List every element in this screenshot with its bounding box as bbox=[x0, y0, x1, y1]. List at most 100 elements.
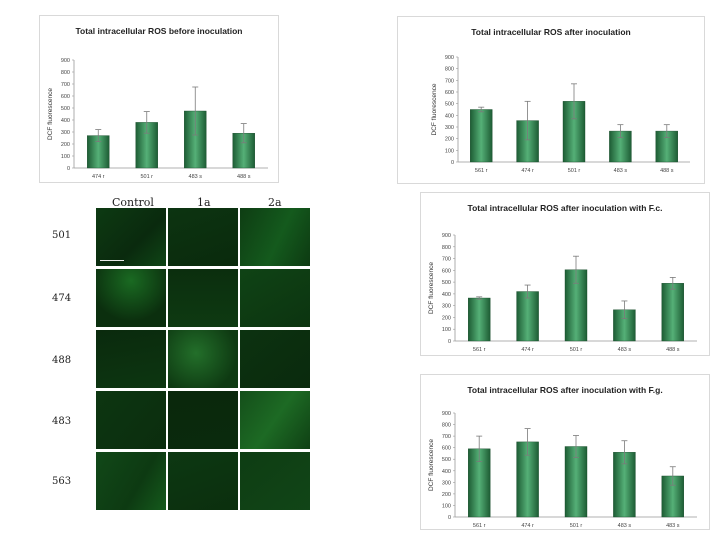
y-tick-label: 900 bbox=[442, 411, 451, 417]
x-tick-label: 501 r bbox=[140, 174, 153, 180]
row-label-483: 483 bbox=[52, 416, 72, 427]
x-tick-label: 474 r bbox=[521, 523, 534, 529]
y-tick-label: 300 bbox=[442, 304, 451, 310]
y-tick-label: 800 bbox=[442, 423, 451, 429]
y-tick-label: 100 bbox=[442, 327, 451, 333]
row-label-488: 488 bbox=[52, 355, 72, 366]
y-tick-label: 600 bbox=[442, 268, 451, 274]
y-tick-label: 700 bbox=[445, 78, 454, 84]
y-tick-label: 400 bbox=[61, 118, 70, 124]
y-tick-label: 200 bbox=[445, 137, 454, 143]
chart-svg: Total intracellular ROS after inoculatio… bbox=[431, 27, 690, 174]
micrograph-tile bbox=[240, 269, 310, 327]
micrograph-panel: Control 1a 2a 501 474 488 483 563 bbox=[52, 196, 312, 511]
y-tick-label: 300 bbox=[61, 130, 70, 136]
bar bbox=[661, 283, 685, 342]
y-tick-label: 200 bbox=[61, 142, 70, 148]
micrograph-tile bbox=[96, 391, 166, 449]
x-tick-label: 483 s bbox=[618, 523, 632, 529]
chart-after-inoculation-fc: Total intracellular ROS after inoculatio… bbox=[420, 192, 710, 356]
x-tick-label: 474 r bbox=[521, 347, 534, 353]
chart-svg: Total intracellular ROS after inoculatio… bbox=[428, 203, 697, 353]
x-tick-label: 501 r bbox=[570, 523, 583, 529]
y-tick-label: 100 bbox=[445, 148, 454, 154]
micrograph-tile bbox=[240, 330, 310, 388]
y-tick-label: 200 bbox=[442, 315, 451, 321]
y-tick-label: 400 bbox=[445, 113, 454, 119]
chart-title: Total intracellular ROS after inoculatio… bbox=[468, 203, 663, 213]
x-tick-label: 488 s bbox=[666, 347, 680, 353]
row-label-501: 501 bbox=[52, 230, 72, 241]
y-tick-label: 100 bbox=[61, 154, 70, 160]
x-tick-label: 501 r bbox=[570, 347, 583, 353]
micrograph-tile bbox=[168, 330, 238, 388]
y-tick-label: 500 bbox=[442, 457, 451, 463]
y-tick-label: 800 bbox=[442, 245, 451, 251]
y-tick-label: 600 bbox=[61, 94, 70, 100]
y-tick-label: 700 bbox=[442, 257, 451, 263]
micrograph-tile bbox=[96, 330, 166, 388]
chart-after-inoculation-fg: Total intracellular ROS after inoculatio… bbox=[420, 374, 710, 530]
y-tick-label: 900 bbox=[442, 233, 451, 239]
x-tick-label: 561 r bbox=[475, 168, 488, 174]
x-tick-label: 474 r bbox=[92, 174, 105, 180]
row-label-474: 474 bbox=[52, 293, 72, 304]
chart-after-inoculation: Total intracellular ROS after inoculatio… bbox=[397, 16, 705, 184]
micrograph-tile bbox=[168, 208, 238, 266]
y-tick-label: 900 bbox=[61, 58, 70, 64]
y-tick-label: 0 bbox=[448, 339, 451, 345]
micrograph-tile bbox=[240, 452, 310, 510]
y-tick-label: 700 bbox=[442, 434, 451, 440]
x-tick-label: 488 s bbox=[660, 168, 674, 174]
chart-title: Total intracellular ROS before inoculati… bbox=[75, 26, 242, 36]
y-tick-label: 500 bbox=[61, 106, 70, 112]
column-label-control: Control bbox=[112, 196, 154, 209]
x-tick-label: 483 s bbox=[189, 174, 203, 180]
row-label-563: 563 bbox=[52, 476, 72, 487]
micrograph-tile bbox=[168, 269, 238, 327]
y-tick-label: 100 bbox=[442, 503, 451, 509]
x-tick-label: 483 s bbox=[666, 523, 680, 529]
chart-title: Total intracellular ROS after inoculatio… bbox=[471, 27, 630, 37]
y-tick-label: 800 bbox=[61, 70, 70, 76]
x-tick-label: 488 s bbox=[237, 174, 251, 180]
bar bbox=[468, 297, 491, 342]
micrograph-tile bbox=[96, 208, 166, 266]
scale-bar bbox=[100, 260, 124, 261]
y-tick-label: 400 bbox=[442, 469, 451, 475]
x-tick-label: 501 r bbox=[568, 168, 581, 174]
y-axis-label: DCF fluorescence bbox=[428, 262, 435, 314]
y-tick-label: 0 bbox=[67, 166, 70, 172]
x-tick-label: 561 r bbox=[473, 347, 486, 353]
y-tick-label: 200 bbox=[442, 492, 451, 498]
bar bbox=[516, 291, 539, 342]
y-tick-label: 300 bbox=[445, 125, 454, 131]
y-tick-label: 700 bbox=[61, 82, 70, 88]
y-tick-label: 300 bbox=[442, 480, 451, 486]
micrograph-tile bbox=[96, 269, 166, 327]
x-tick-label: 561 r bbox=[473, 523, 486, 529]
column-label-1a: 1a bbox=[197, 196, 211, 209]
y-tick-label: 800 bbox=[445, 67, 454, 73]
chart-svg: Total intracellular ROS before inoculati… bbox=[47, 26, 268, 180]
y-tick-label: 500 bbox=[442, 280, 451, 286]
micrograph-tile bbox=[240, 208, 310, 266]
x-tick-label: 483 s bbox=[618, 347, 632, 353]
micrograph-tile bbox=[168, 391, 238, 449]
column-label-2a: 2a bbox=[268, 196, 282, 209]
chart-before-inoculation: Total intracellular ROS before inoculati… bbox=[39, 15, 279, 183]
y-tick-label: 500 bbox=[445, 102, 454, 108]
y-axis-label: DCF fluorescence bbox=[47, 88, 54, 140]
y-tick-label: 900 bbox=[445, 55, 454, 61]
y-tick-label: 0 bbox=[451, 160, 454, 166]
y-axis-label: DCF fluorescence bbox=[428, 439, 435, 491]
bar bbox=[469, 109, 493, 163]
micrograph-tile bbox=[96, 452, 166, 510]
y-tick-label: 0 bbox=[448, 515, 451, 521]
micrograph-tile bbox=[240, 391, 310, 449]
y-tick-label: 600 bbox=[445, 90, 454, 96]
chart-title: Total intracellular ROS after inoculatio… bbox=[467, 385, 662, 395]
chart-svg: Total intracellular ROS after inoculatio… bbox=[428, 385, 697, 529]
x-tick-label: 474 r bbox=[521, 168, 534, 174]
y-tick-label: 600 bbox=[442, 446, 451, 452]
